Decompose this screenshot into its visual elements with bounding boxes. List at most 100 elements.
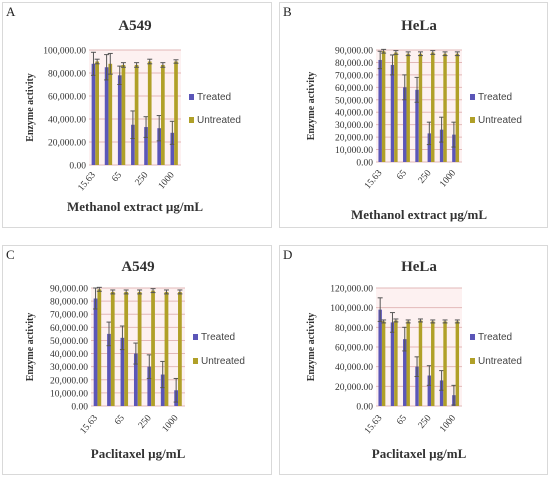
- y-axis-label: Enzyme activity: [25, 73, 36, 142]
- y-tick-label: 0.00: [71, 403, 88, 413]
- y-tick-label: 40,000.00: [48, 116, 86, 126]
- legend-label: Untreated: [478, 356, 522, 367]
- chart-title: A549: [118, 18, 151, 34]
- bar-untreated: [394, 52, 398, 162]
- legend-label: Treated: [478, 332, 512, 343]
- y-tick-label: 70,000.00: [50, 311, 88, 321]
- x-tick-label: 1000: [161, 413, 181, 434]
- bar-untreated: [134, 64, 139, 165]
- panel-c: C 0.00 10,000.00 20,000.00 30,000.00 40,000.…: [2, 245, 272, 475]
- y-tick-label: 60,000.00: [335, 344, 373, 354]
- x-axis-label: Methanol extract µg/mL: [351, 207, 487, 222]
- bar-treated: [104, 67, 109, 165]
- y-tick-label: 80,000.00: [48, 70, 86, 80]
- bar-treated: [147, 366, 152, 406]
- y-tick-label: 40,000.00: [335, 109, 373, 119]
- bar-treated: [415, 89, 419, 162]
- bar-treated: [378, 309, 382, 406]
- y-tick-label: 40,000.00: [335, 363, 373, 373]
- y-tick-label: 90,000.00: [335, 47, 373, 57]
- bar-untreated: [108, 63, 113, 165]
- y-tick-label: 60,000.00: [335, 84, 373, 94]
- y-tick-label: 0.00: [356, 159, 373, 169]
- bar-treated: [144, 127, 148, 165]
- y-tick-label: 20,000.00: [48, 139, 86, 149]
- x-tick-label: 65: [395, 413, 409, 427]
- bar-untreated: [174, 61, 178, 165]
- legend-swatch: [189, 94, 194, 100]
- legend-swatch: [470, 358, 475, 364]
- chart-title: A549: [121, 259, 154, 275]
- x-axis-label: Paclitaxel µg/mL: [372, 446, 467, 461]
- panel-letter: B: [283, 4, 292, 19]
- y-tick-label: 60,000.00: [48, 93, 86, 103]
- bar-untreated: [455, 321, 460, 406]
- bar-treated: [91, 63, 96, 165]
- bar-treated: [133, 353, 138, 406]
- bar-treated: [427, 133, 432, 162]
- bar-untreated: [418, 320, 423, 406]
- y-tick-label: 70,000.00: [335, 71, 373, 81]
- panel-a: A 0.00 20,000.00 40,000.00 60,000.00 80,000.…: [2, 2, 272, 228]
- chart-title: HeLa: [401, 18, 437, 34]
- y-tick-label: 30,000.00: [50, 363, 88, 373]
- bar-untreated: [124, 291, 129, 406]
- bar-untreated: [95, 61, 99, 165]
- bar-untreated: [406, 53, 410, 162]
- bar-untreated: [161, 64, 165, 165]
- bar-untreated: [406, 321, 410, 406]
- bar-treated: [390, 64, 395, 162]
- x-tick-label: 1000: [157, 170, 177, 191]
- bar-treated: [439, 129, 444, 162]
- x-tick-label: 250: [134, 170, 151, 188]
- x-tick-label: 15.63: [79, 413, 101, 436]
- y-tick-label: 100,000.00: [330, 304, 373, 314]
- bar-untreated: [147, 61, 152, 165]
- bar-untreated: [394, 320, 398, 406]
- panel-b: B 0.00 10,000.00 20,000.00 30,000.00 40,000.…: [279, 2, 548, 228]
- x-tick-label: 15.63: [76, 170, 98, 193]
- bar-untreated: [418, 53, 423, 162]
- y-tick-label: 10,000.00: [50, 389, 88, 399]
- legend-label: Treated: [201, 332, 235, 343]
- bar-treated: [107, 333, 111, 406]
- legend-label: Treated: [197, 92, 231, 103]
- y-tick-label: 30,000.00: [335, 121, 373, 131]
- bar-treated: [390, 322, 395, 406]
- y-tick-label: 20,000.00: [335, 134, 373, 144]
- bar-treated: [439, 380, 444, 406]
- bar-untreated: [151, 290, 155, 406]
- chart-title: HeLa: [401, 259, 437, 275]
- panel-letter: C: [6, 247, 15, 262]
- y-axis-label: Enzyme activity: [306, 72, 317, 141]
- x-tick-label: 65: [110, 170, 124, 184]
- bar-treated: [403, 339, 407, 406]
- y-tick-label: 90,000.00: [50, 285, 88, 295]
- y-tick-label: 20,000.00: [335, 383, 373, 393]
- bar-treated: [117, 75, 122, 165]
- bar-untreated: [164, 291, 169, 406]
- bar-untreated: [137, 291, 142, 406]
- bar-untreated: [443, 321, 447, 406]
- y-tick-label: 0.00: [356, 403, 373, 413]
- legend-label: Treated: [478, 92, 512, 103]
- y-tick-label: 120,000.00: [330, 285, 373, 295]
- panel-letter: A: [6, 4, 16, 19]
- bar-treated: [452, 134, 456, 162]
- chart-hela-paclitaxel: 0.00 20,000.00 40,000.00 60,000.00 80,000.00…: [306, 259, 522, 461]
- bar-treated: [427, 375, 432, 406]
- y-axis-label: Enzyme activity: [25, 313, 36, 382]
- panel-letter: D: [283, 247, 293, 262]
- y-tick-label: 80,000.00: [335, 59, 373, 69]
- legend-swatch: [470, 117, 475, 123]
- bar-untreated: [97, 289, 102, 406]
- legend-swatch: [193, 334, 198, 340]
- legend-swatch: [189, 117, 194, 123]
- x-tick-label: 65: [395, 168, 409, 182]
- y-tick-label: 50,000.00: [335, 96, 373, 106]
- x-tick-label: 250: [417, 168, 434, 186]
- panel-d: D 0.00 20,000.00 40,000.00 60,000.00 80,000.…: [279, 245, 548, 475]
- x-tick-label: 65: [113, 413, 127, 427]
- y-tick-label: 0.00: [69, 162, 86, 172]
- bar-treated: [160, 374, 165, 406]
